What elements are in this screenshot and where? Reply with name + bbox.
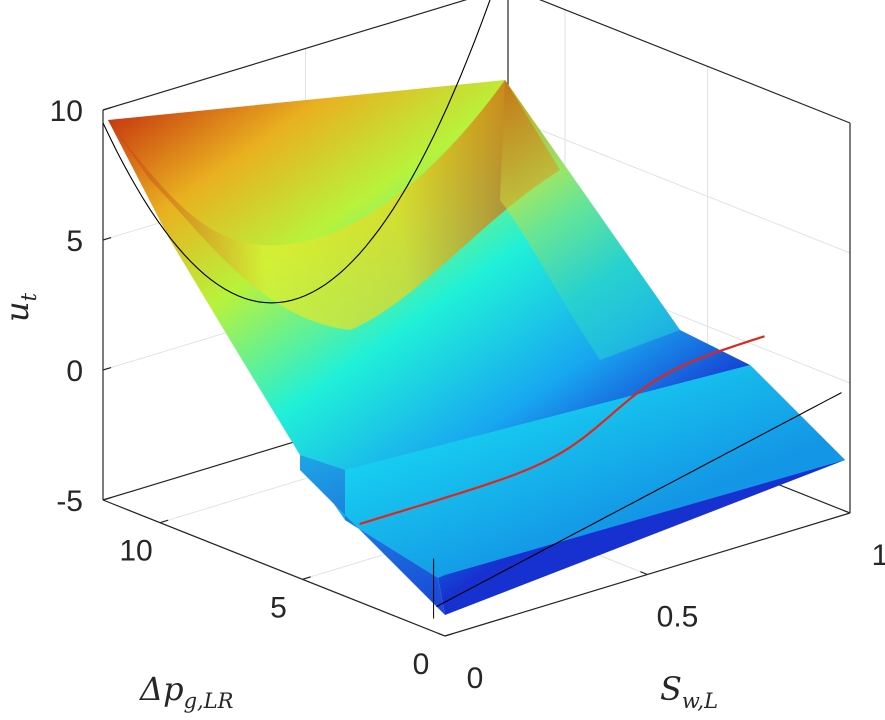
- x-axis-label: Sw,L: [660, 670, 718, 713]
- y-axis-label: Δpg,LR: [138, 670, 234, 713]
- x-tick-mark: [842, 509, 851, 514]
- z-tick-label: 0: [66, 355, 83, 388]
- x-tick-mark: [437, 632, 446, 637]
- y-tick-label: 5: [270, 591, 287, 624]
- x-tick-mark: [640, 571, 648, 576]
- y-tick-mark: [444, 632, 454, 637]
- z-tick-mark: [102, 106, 112, 111]
- y-tick-mark: [159, 519, 169, 524]
- y-tick-label: 0: [413, 648, 430, 681]
- surface-curves: [102, 0, 842, 619]
- z-axis-label: ut: [0, 292, 41, 322]
- grid-line: [507, 116, 851, 254]
- y-tick-mark: [302, 576, 311, 580]
- series-curve-low-dp: [436, 392, 842, 608]
- x-tick-label: 0.5: [657, 601, 699, 634]
- surface-front-face: [300, 455, 445, 615]
- axis-line: [102, 0, 468, 111]
- x-tick-label: 0: [467, 662, 484, 695]
- grid-line: [539, 0, 851, 124]
- z-tick-label: 5: [66, 225, 83, 258]
- surface-back-slope: [500, 80, 680, 360]
- z-tick-mark: [102, 236, 112, 241]
- z-tick-label: 10: [50, 95, 83, 128]
- z-tick-mark: [102, 496, 112, 501]
- series-curve-mid-dp: [359, 335, 765, 526]
- z-tick-label: -5: [56, 485, 83, 518]
- x-tick-label: 1: [872, 539, 885, 572]
- y-tick-label: 10: [119, 535, 152, 568]
- z-tick-mark: [102, 366, 112, 371]
- axis-line: [539, 0, 851, 124]
- surface-front-shelf: [345, 365, 845, 578]
- surface: [108, 80, 845, 615]
- series-curve-high-dp: [102, 0, 491, 304]
